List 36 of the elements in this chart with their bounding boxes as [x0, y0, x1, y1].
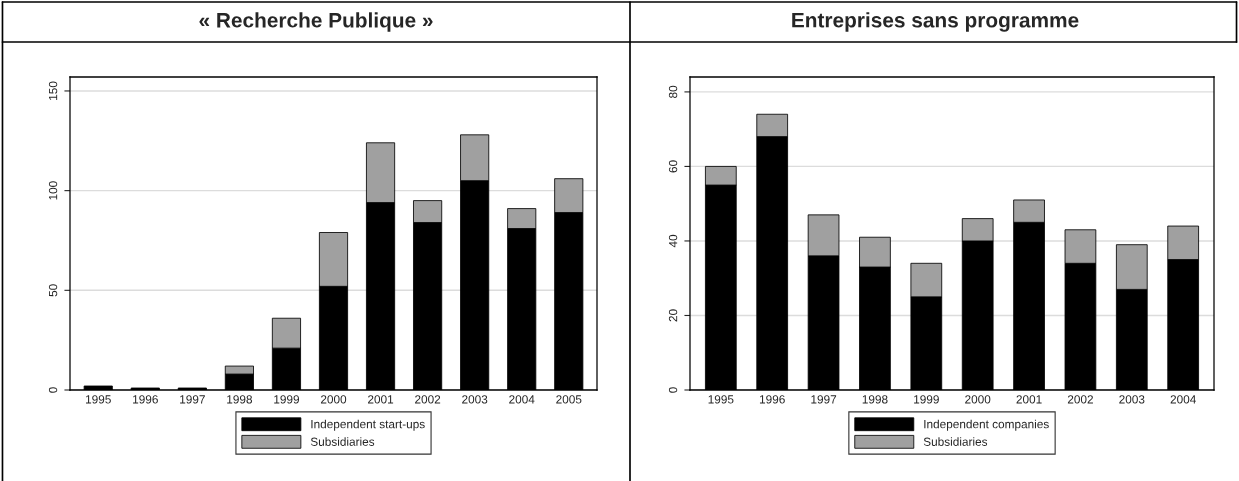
legend-label: Independent start-ups [311, 419, 425, 431]
y-tick-label: 60 [668, 160, 678, 173]
chart-title: « Recherche Publique » [199, 12, 433, 32]
legend-label: Subsidiaries [923, 437, 988, 446]
x-tick-label: 1997 [811, 395, 837, 404]
y-tick-label: 50 [48, 284, 58, 297]
x-tick-label: 2002 [415, 395, 441, 404]
x-tick-label: 2003 [1119, 395, 1145, 404]
x-tick-label: 1999 [914, 395, 939, 404]
y-tick-label: 100 [48, 181, 58, 200]
x-tick-label: 2002 [1067, 395, 1093, 404]
legend-label: Independent companies [924, 419, 1049, 431]
x-tick-label: 2004 [509, 395, 535, 404]
x-tick-label: 1996 [133, 395, 158, 404]
x-tick-label: 2003 [462, 395, 488, 404]
x-tick-label: 1999 [274, 395, 300, 404]
x-tick-label: 2000 [965, 395, 991, 404]
x-tick-label: 1997 [180, 395, 205, 404]
x-tick-label: 1995 [86, 395, 111, 404]
y-tick-label: 0 [668, 387, 678, 393]
y-tick-label: 40 [668, 234, 678, 248]
y-tick-label: 150 [48, 81, 58, 100]
x-tick-label: 1998 [227, 395, 253, 404]
x-tick-label: 2005 [556, 395, 582, 404]
x-tick-label: 1995 [708, 395, 734, 404]
chart-title: Entreprises sans programme [792, 12, 1079, 32]
y-tick-label: 80 [668, 85, 678, 98]
x-tick-label: 1996 [759, 395, 785, 404]
x-tick-label: 2001 [368, 395, 394, 404]
x-tick-label: 2001 [1016, 395, 1042, 404]
x-tick-label: 2004 [1170, 395, 1196, 404]
x-tick-label: 2000 [320, 395, 347, 404]
x-tick-label: 1998 [862, 395, 888, 404]
y-tick-label: 20 [668, 309, 678, 322]
legend-label: Subsidiaries [310, 437, 375, 446]
y-tick-label: 0 [48, 387, 58, 393]
